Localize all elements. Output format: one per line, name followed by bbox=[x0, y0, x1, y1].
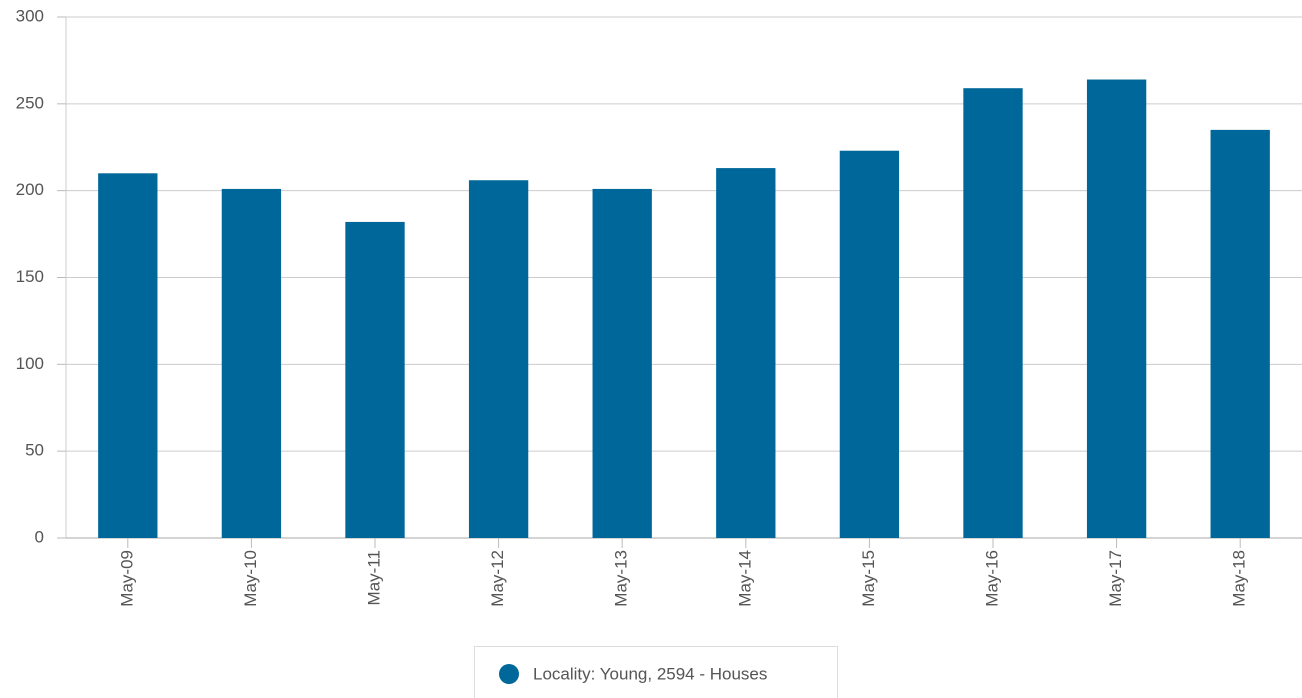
bar bbox=[716, 168, 776, 538]
bar bbox=[1210, 129, 1270, 538]
y-tick-label: 300 bbox=[16, 6, 44, 25]
bar bbox=[1086, 79, 1147, 539]
bar bbox=[98, 173, 158, 539]
bar bbox=[221, 188, 282, 538]
x-tick-label: May-18 bbox=[1230, 550, 1249, 607]
bar bbox=[963, 88, 1023, 538]
x-tick-label: May-12 bbox=[488, 550, 507, 607]
x-tick-label: May-09 bbox=[117, 550, 136, 607]
y-tick-label: 250 bbox=[16, 93, 44, 112]
y-tick-label: 150 bbox=[16, 267, 44, 286]
legend-label: Locality: Young, 2594 - Houses bbox=[533, 664, 767, 683]
y-tick-label: 200 bbox=[16, 180, 44, 199]
x-tick-label: May-15 bbox=[859, 550, 878, 607]
x-tick-label: May-11 bbox=[364, 550, 383, 605]
bar bbox=[592, 188, 652, 538]
x-tick-label: May-10 bbox=[241, 550, 260, 607]
legend-box bbox=[474, 646, 838, 698]
x-tick-label: May-16 bbox=[982, 550, 1001, 607]
x-tick-label: May-13 bbox=[612, 550, 631, 607]
legend-marker bbox=[499, 664, 519, 684]
x-tick-label: May-14 bbox=[735, 550, 754, 607]
bar bbox=[839, 150, 900, 538]
x-tick-label: May-17 bbox=[1106, 550, 1125, 607]
bar bbox=[345, 221, 405, 538]
y-tick-label: 0 bbox=[35, 527, 44, 546]
y-tick-label: 100 bbox=[16, 354, 44, 373]
y-tick-label: 50 bbox=[25, 441, 44, 460]
bar bbox=[468, 180, 529, 538]
